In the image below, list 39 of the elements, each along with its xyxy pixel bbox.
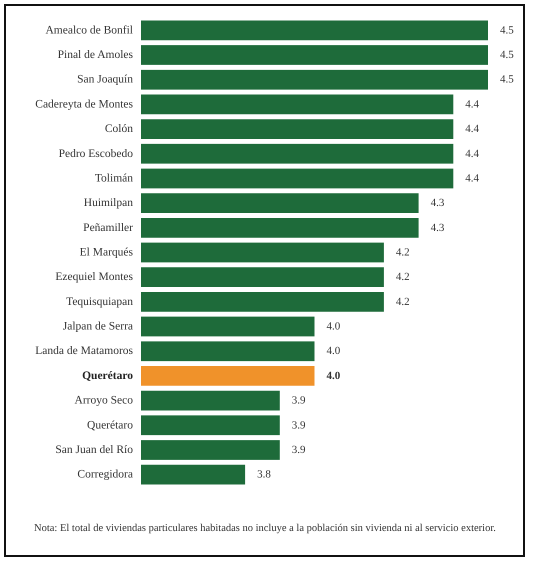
y-tick-label: El Marqués — [80, 246, 134, 258]
data-label: 4.3 — [430, 197, 445, 210]
data-label: 3.9 — [292, 394, 306, 407]
y-tick-label: Corregidora — [77, 468, 133, 481]
data-label: 4.5 — [500, 74, 514, 86]
y-tick-label: Peñamiller — [83, 222, 134, 234]
y-tick-label: Huimilpan — [84, 197, 134, 210]
y-tick-label: Ezequiel Montes — [55, 271, 134, 284]
y-tick-label: Pinal de Amoles — [58, 49, 134, 62]
data-label: 4.0 — [326, 320, 341, 333]
data-label: 3.8 — [257, 468, 272, 481]
y-tick-label: Arroyo Seco — [74, 394, 134, 407]
y-tick-label: Tolimán — [94, 172, 134, 184]
text: Nota: El total de viviendas particulares habitadas no incluye a la población sin vivienda ni al servicio exterior. — [34, 523, 496, 534]
data-label: 4.5 — [500, 49, 514, 62]
data-label: 4.2 — [396, 296, 410, 308]
data-label: 4.2 — [396, 246, 410, 258]
data-label: 3.9 — [292, 419, 306, 432]
data-label: 4.0 — [326, 370, 341, 382]
y-tick-label: Tequisquiapan — [66, 296, 134, 308]
data-label: 4.4 — [465, 98, 480, 110]
y-tick-label: Jalpan de Serra — [62, 320, 133, 333]
y-tick-label: Landa de Matamoros — [35, 345, 134, 358]
y-tick-label: San Joaquín — [77, 74, 134, 86]
y-tick-label: San Juan del Río — [55, 444, 134, 456]
y-tick-label: Amealco de Bonfil — [45, 24, 133, 36]
data-label: 3.9 — [292, 444, 306, 456]
y-tick-label: Cadereyta de Montes — [35, 98, 134, 110]
y-tick-label: Querétaro — [87, 419, 134, 432]
data-label: 4.4 — [465, 123, 480, 136]
data-label: 4.4 — [465, 148, 480, 160]
data-label: 4.3 — [430, 222, 445, 234]
data-label: 4.0 — [326, 345, 341, 358]
data-label: 4.4 — [465, 172, 480, 184]
y-tick-label: Querétaro — [82, 370, 134, 382]
data-label: 4.5 — [500, 24, 514, 36]
y-tick-label: Colón — [104, 123, 134, 136]
data-label: 4.2 — [396, 271, 410, 284]
y-tick-label: Pedro Escobedo — [58, 148, 134, 160]
